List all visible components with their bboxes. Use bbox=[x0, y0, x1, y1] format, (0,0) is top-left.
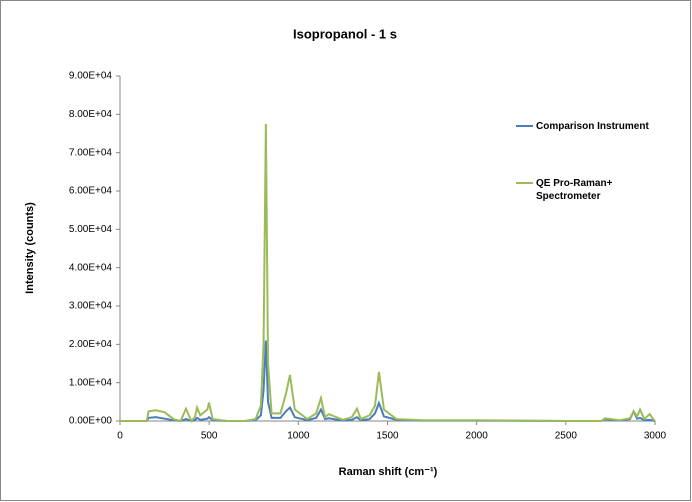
chart-title: Isopropanol - 1 s bbox=[293, 26, 397, 41]
y-tick-label: 9.00E+04 bbox=[69, 71, 113, 82]
legend-label: Comparison Instrument bbox=[536, 121, 649, 132]
y-tick-label: 4.00E+04 bbox=[69, 262, 113, 273]
x-tick-label: 2000 bbox=[466, 431, 489, 442]
y-tick-label: 5.00E+04 bbox=[69, 224, 113, 235]
y-tick-label: 8.00E+04 bbox=[69, 109, 113, 120]
x-tick-label: 0 bbox=[117, 431, 123, 442]
x-axis-label: Raman shift (cm⁻¹) bbox=[339, 466, 438, 478]
x-tick-label: 500 bbox=[201, 431, 218, 442]
x-tick-label: 1000 bbox=[287, 431, 310, 442]
y-tick-label: 2.00E+04 bbox=[69, 339, 113, 350]
series-line bbox=[120, 340, 656, 423]
x-tick-label: 3000 bbox=[644, 431, 667, 442]
y-tick-label: 0.00E+00 bbox=[69, 416, 113, 427]
y-axis-label: Intensity (counts) bbox=[24, 202, 36, 294]
x-tick-label: 2500 bbox=[555, 431, 578, 442]
series-line bbox=[120, 123, 656, 423]
y-tick-label: 6.00E+04 bbox=[69, 186, 113, 197]
y-tick-label: 3.00E+04 bbox=[69, 301, 113, 312]
legend-label: QE Pro-Raman+ Spectrometer bbox=[536, 178, 613, 202]
x-tick-label: 1500 bbox=[376, 431, 399, 442]
y-tick-label: 7.00E+04 bbox=[69, 147, 113, 158]
y-tick-label: 1.00E+04 bbox=[69, 377, 113, 388]
